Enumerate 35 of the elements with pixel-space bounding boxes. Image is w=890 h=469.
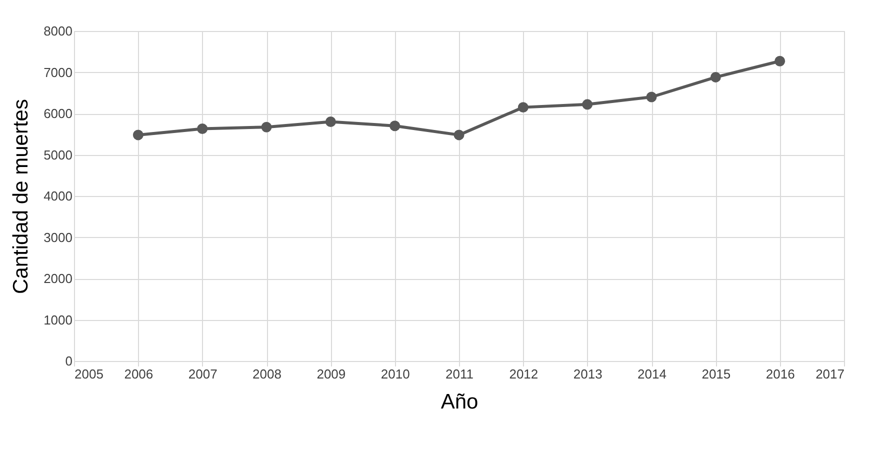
x-tick-label: 2012 [509, 366, 538, 382]
y-tick-label: 6000 [44, 106, 72, 121]
point [518, 102, 528, 113]
x-tick-label: 2013 [573, 366, 602, 382]
y-tick-label: 1000 [44, 312, 72, 328]
x-tick-label: 2017 [816, 366, 844, 382]
y-tick-label: 5000 [44, 147, 72, 162]
x-tick-label: 2014 [638, 366, 666, 382]
x-tick-label: 2007 [188, 366, 218, 382]
x-tick-label: 2005 [74, 366, 104, 382]
point [325, 116, 336, 127]
point [132, 130, 144, 140]
x-axis-title: Año [440, 390, 478, 414]
y-tick-label: 8000 [44, 24, 72, 38]
point [710, 72, 721, 82]
point [646, 92, 657, 102]
y-tick-label: 3000 [44, 230, 72, 245]
point [774, 56, 786, 66]
x-tick-label: 2010 [380, 366, 410, 382]
y-tick-label: 7000 [44, 64, 72, 80]
point [454, 130, 464, 140]
y-axis-title: Cantidad de muertes [10, 99, 33, 294]
x-tick-label: 2009 [316, 366, 346, 382]
point [582, 99, 593, 110]
x-tick-label: 2008 [252, 366, 282, 382]
x-tick-label: 2016 [766, 366, 795, 382]
x-tick-label: 2015 [702, 366, 731, 382]
x-tick-label: 2006 [124, 366, 154, 382]
y-tick-label: 4000 [44, 188, 72, 204]
y-tick-label: 2000 [44, 271, 72, 286]
point [390, 120, 400, 132]
y-tick-label: 0 [65, 354, 72, 368]
x-tick-label: 2011 [446, 366, 474, 382]
point [261, 122, 272, 132]
point [197, 124, 208, 134]
